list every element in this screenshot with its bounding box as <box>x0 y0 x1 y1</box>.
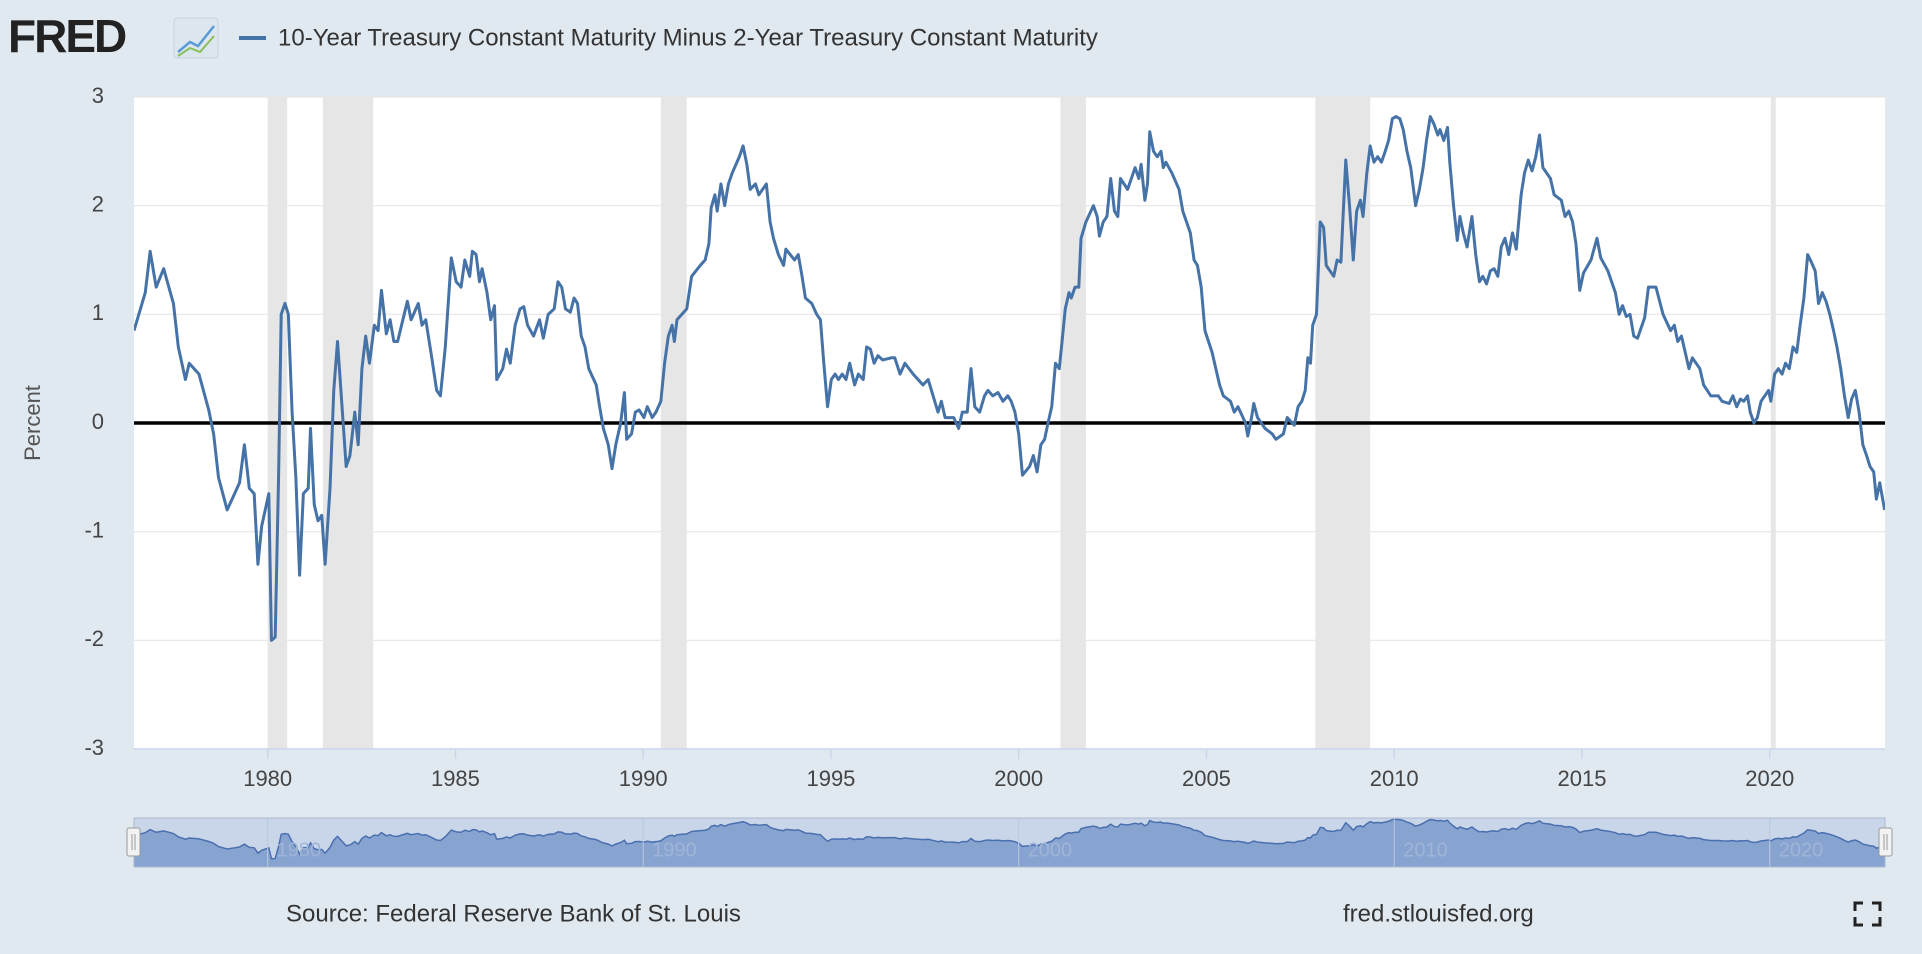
navigator-tick-label: 2010 <box>1403 839 1448 861</box>
navigator-handle-right[interactable] <box>1878 827 1893 857</box>
navigator-tick-label: 2000 <box>1028 839 1073 861</box>
x-tick-label: 1995 <box>806 766 855 791</box>
y-tick-label: -3 <box>84 735 104 760</box>
navigator-line <box>134 818 1885 860</box>
series-line <box>134 115 1885 642</box>
navigator: 1980 1990 2000 2010 2020 <box>134 818 1885 867</box>
navigator-handle-left[interactable] <box>126 827 141 857</box>
navigator-series <box>134 818 1885 867</box>
y-tick-label: -1 <box>84 517 104 542</box>
y-axis-label: Percent <box>20 385 45 461</box>
navigator-tick-label: 1990 <box>652 839 697 861</box>
y-tick-label: 1 <box>92 300 104 325</box>
series-layer <box>134 115 1885 642</box>
navigator-tick-label: 2020 <box>1779 839 1824 861</box>
logo[interactable]: FRED <box>8 10 128 62</box>
x-tick-label: 1985 <box>431 766 480 791</box>
site-link[interactable]: fred.stlouisfed.org <box>1343 900 1534 927</box>
x-tick-label: 2020 <box>1745 766 1794 791</box>
navigator-area <box>134 819 1885 867</box>
x-tick-label: 2000 <box>994 766 1043 791</box>
logo-icon <box>173 17 219 59</box>
x-tick-label: 2010 <box>1370 766 1419 791</box>
navigator-tick-label: 1980 <box>277 839 322 861</box>
x-tick-label: 1990 <box>619 766 668 791</box>
source-note: Source: Federal Reserve Bank of St. Loui… <box>286 900 741 927</box>
fullscreen-button[interactable] <box>1853 901 1882 927</box>
y-tick-label: 2 <box>92 191 104 216</box>
y-tick-label: 0 <box>92 409 104 434</box>
x-tick-label: 2015 <box>1557 766 1606 791</box>
y-tick-label: -2 <box>84 626 104 651</box>
x-tick-label: 1980 <box>243 766 292 791</box>
y-tick-label: 3 <box>92 83 104 108</box>
x-tick-label: 2005 <box>1182 766 1231 791</box>
legend-label[interactable]: 10-Year Treasury Constant Maturity Minus… <box>278 24 1098 51</box>
axes: -3 -2 -1 0 1 2 3 1980 1985 1990 1995 2000 2005 2010 20… <box>84 83 1794 791</box>
